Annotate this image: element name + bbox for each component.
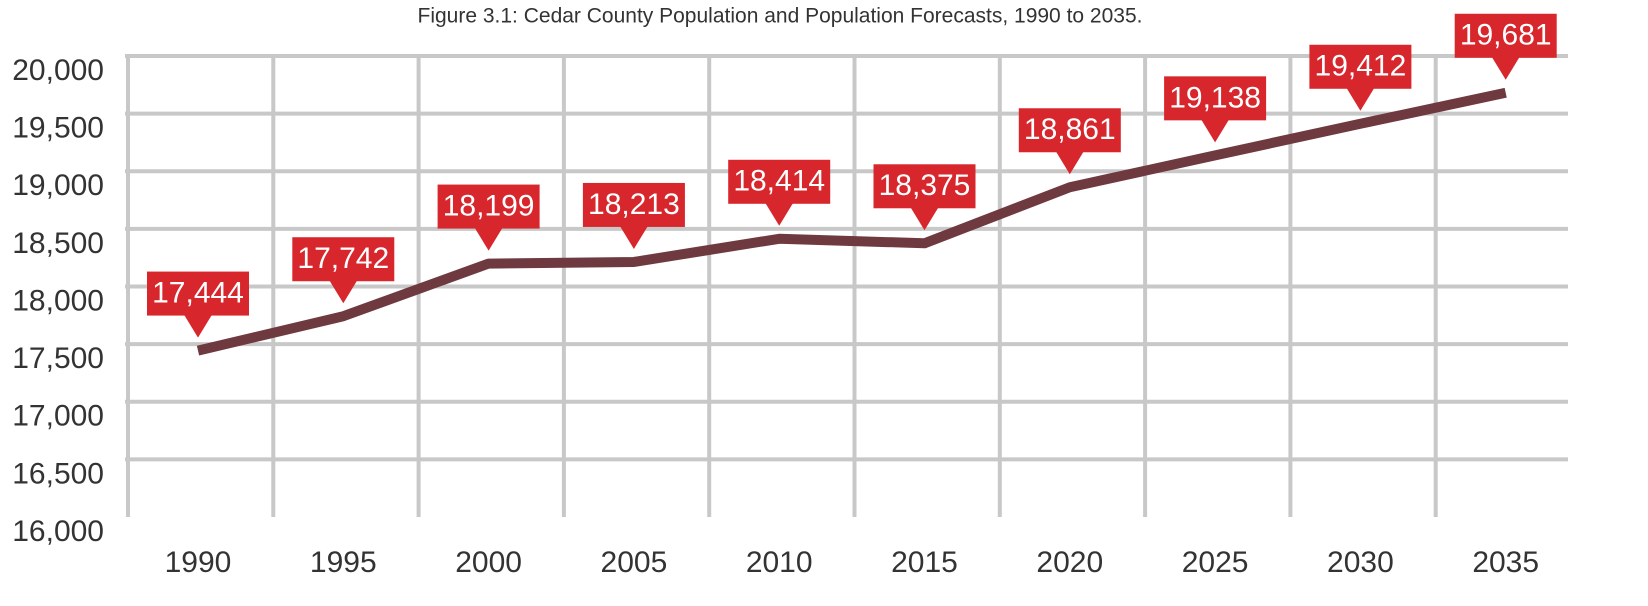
label-pointer — [619, 225, 648, 249]
data-label-text: 18,199 — [443, 189, 535, 222]
data-label: 18,199 — [437, 184, 540, 251]
label-pointer — [1201, 119, 1230, 143]
data-label: 19,412 — [1309, 44, 1412, 111]
data-label: 18,213 — [582, 182, 685, 249]
label-pointer — [765, 202, 794, 226]
data-label: 17,742 — [292, 237, 395, 304]
label-box — [437, 184, 540, 229]
label-box — [728, 159, 831, 204]
label-box — [873, 164, 976, 209]
x-tick-label: 2035 — [1472, 546, 1539, 579]
label-pointer — [474, 227, 503, 251]
y-tick-label: 19,000 — [12, 169, 104, 202]
label-box — [1018, 108, 1121, 153]
y-tick-label: 17,000 — [12, 400, 104, 433]
label-pointer — [329, 280, 358, 304]
data-label: 18,861 — [1018, 108, 1121, 175]
x-tick-label: 1995 — [310, 546, 377, 579]
label-pointer — [910, 207, 939, 231]
y-tick-label: 16,500 — [12, 457, 104, 490]
label-box — [292, 237, 395, 282]
data-label-text: 17,742 — [297, 242, 389, 275]
y-tick-label: 19,500 — [12, 112, 104, 145]
y-tick-label: 18,500 — [12, 227, 104, 260]
label-box — [582, 182, 685, 227]
chart-title: Figure 3.1: Cedar County Population and … — [418, 5, 1143, 28]
x-tick-label: 2015 — [891, 546, 958, 579]
series-line — [196, 87, 1507, 356]
data-label-text: 18,213 — [588, 188, 680, 221]
data-label: 18,375 — [873, 164, 976, 231]
label-pointer — [1491, 56, 1520, 80]
x-tick-label: 2030 — [1327, 546, 1394, 579]
data-label-text: 17,444 — [152, 277, 244, 310]
x-tick-label: 2010 — [746, 546, 813, 579]
label-box — [1454, 13, 1557, 58]
x-tick-label: 2025 — [1182, 546, 1249, 579]
data-label: 18,414 — [728, 159, 831, 226]
data-label-text: 18,414 — [733, 165, 825, 198]
data-label-text: 19,138 — [1169, 81, 1261, 114]
label-pointer — [1055, 151, 1084, 175]
x-tick-label: 1990 — [165, 546, 232, 579]
y-tick-label: 17,500 — [12, 342, 104, 375]
label-pointer — [184, 314, 212, 338]
label-box — [1164, 76, 1267, 121]
x-tick-label: 2020 — [1036, 546, 1103, 579]
x-tick-label: 2005 — [601, 546, 668, 579]
x-tick-label: 2000 — [455, 546, 522, 579]
y-tick-label: 16,000 — [12, 515, 104, 548]
data-label-text: 19,681 — [1460, 19, 1552, 52]
label-box — [1309, 44, 1412, 89]
y-tick-label: 18,000 — [12, 284, 104, 317]
data-label: 19,681 — [1454, 13, 1557, 80]
data-label: 19,138 — [1164, 76, 1267, 143]
label-pointer — [1346, 87, 1375, 111]
y-tick-label: 20,000 — [12, 54, 104, 87]
data-label-text: 19,412 — [1315, 50, 1407, 83]
label-box — [147, 271, 249, 316]
data-label-text: 18,861 — [1024, 113, 1116, 146]
data-label: 17,444 — [147, 271, 249, 338]
data-label-text: 18,375 — [879, 169, 971, 202]
